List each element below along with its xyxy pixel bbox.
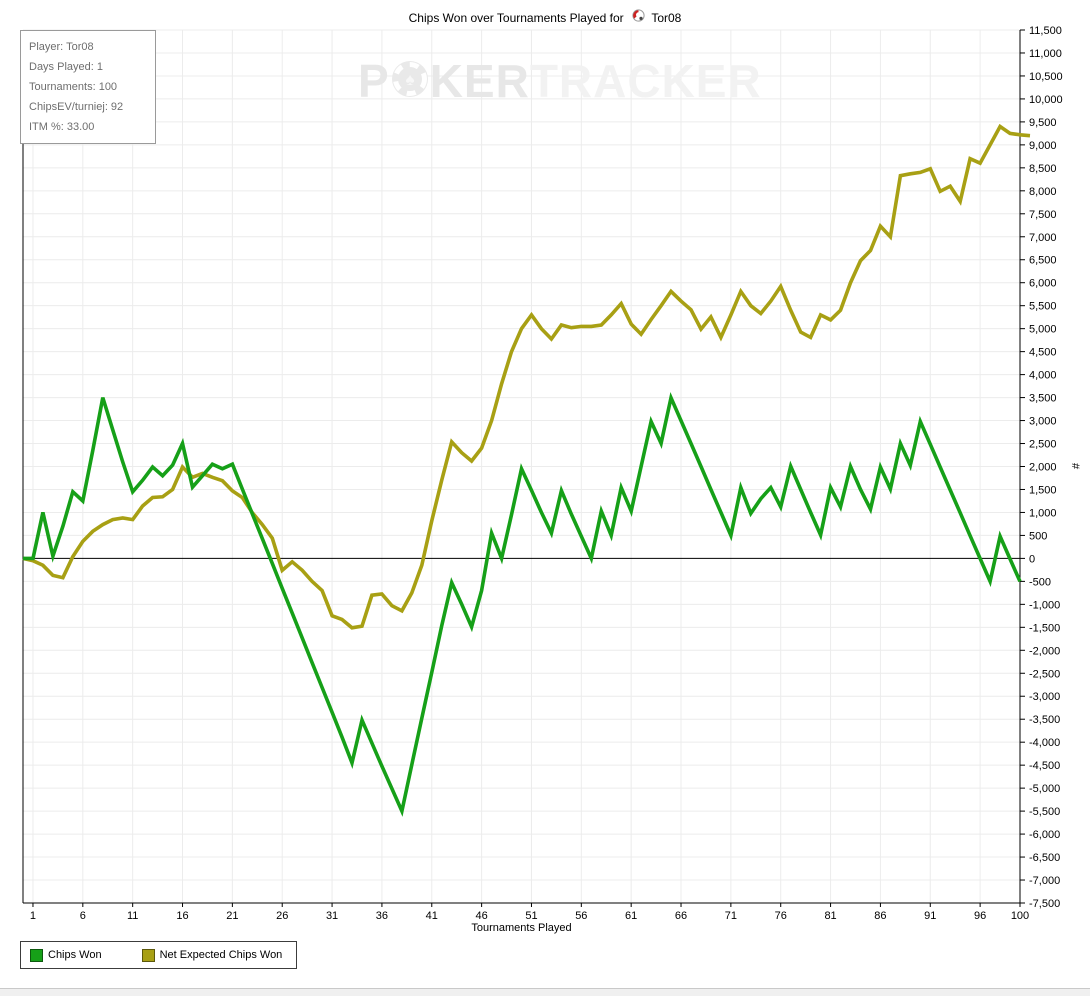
svg-text:11,500: 11,500	[1029, 25, 1062, 37]
series-line-chips-won	[23, 391, 1022, 817]
svg-text:41: 41	[426, 910, 438, 922]
svg-text:7,500: 7,500	[1029, 209, 1057, 221]
svg-text:4,000: 4,000	[1029, 370, 1057, 382]
svg-text:61: 61	[625, 910, 637, 922]
svg-text:5,000: 5,000	[1029, 324, 1057, 336]
svg-text:2,000: 2,000	[1029, 462, 1057, 474]
svg-text:86: 86	[874, 910, 886, 922]
svg-text:11: 11	[127, 910, 138, 922]
svg-text:-4,000: -4,000	[1029, 737, 1060, 749]
svg-text:36: 36	[376, 910, 388, 922]
svg-text:10,000: 10,000	[1029, 94, 1063, 106]
svg-text:66: 66	[675, 910, 687, 922]
legend-item-chips-won: Chips Won	[30, 948, 102, 962]
info-line-days-played: Days Played: 1	[29, 61, 103, 73]
info-line-player: Player: Tor08	[29, 41, 94, 53]
svg-text:1,000: 1,000	[1029, 507, 1057, 519]
svg-text:16: 16	[176, 910, 188, 922]
info-line-chips-ev: ChipsEV/turniej: 92	[29, 101, 124, 113]
svg-text:-7,500: -7,500	[1029, 898, 1060, 910]
chart-legend: Chips Won Net Expected Chips Won	[20, 941, 298, 969]
data-series	[22, 123, 1031, 817]
svg-text:2,500: 2,500	[1029, 439, 1057, 451]
svg-text:-1,500: -1,500	[1029, 622, 1060, 634]
svg-text:-2,000: -2,000	[1029, 645, 1060, 657]
svg-text:31: 31	[326, 910, 338, 922]
svg-text:-500: -500	[1029, 576, 1051, 588]
svg-text:51: 51	[525, 910, 537, 922]
svg-text:-4,500: -4,500	[1029, 760, 1060, 772]
svg-text:-5,500: -5,500	[1029, 806, 1060, 818]
series-line-net-expected-chips-won	[22, 123, 1031, 630]
chips-won-swatch-icon	[30, 948, 43, 962]
svg-text:-3,500: -3,500	[1029, 714, 1060, 726]
bottom-scrollbar[interactable]	[0, 988, 1090, 996]
svg-text:76: 76	[775, 910, 787, 922]
legend-item-net-expected: Net Expected Chips Won	[141, 948, 283, 962]
svg-text:96: 96	[974, 910, 986, 922]
svg-text:11,000: 11,000	[1029, 48, 1062, 60]
svg-text:9,500: 9,500	[1029, 117, 1057, 129]
svg-text:-3,000: -3,000	[1029, 691, 1060, 703]
net-expected-swatch-icon	[141, 948, 155, 962]
x-axis-title: Tournaments Played	[471, 922, 572, 934]
svg-text:4,500: 4,500	[1029, 347, 1057, 359]
svg-text:3,000: 3,000	[1029, 416, 1057, 428]
svg-text:8,000: 8,000	[1029, 186, 1057, 198]
svg-text:7,000: 7,000	[1029, 232, 1057, 244]
svg-text:81: 81	[824, 910, 836, 922]
svg-text:10,500: 10,500	[1029, 71, 1063, 83]
svg-text:100: 100	[1011, 910, 1029, 922]
axis-tick-labels: -7,500 -7,000 -6,500 -6,000 -5,500 -5,000 -4,5…	[30, 25, 1063, 922]
legend-label-net-expected: Net Expected Chips Won	[159, 949, 283, 961]
info-line-itm: ITM %: 33.00	[29, 121, 95, 133]
svg-text:71: 71	[725, 910, 737, 922]
chart-title-player: Tor08	[651, 11, 682, 25]
svg-text:6,000: 6,000	[1029, 278, 1057, 290]
svg-text:-7,000: -7,000	[1029, 875, 1060, 887]
svg-text:1,500: 1,500	[1029, 484, 1057, 496]
svg-text:6,500: 6,500	[1029, 255, 1057, 267]
svg-text:21: 21	[226, 910, 238, 922]
chart-title-text: Chips Won over Tournaments Played for	[408, 11, 624, 25]
svg-text:26: 26	[276, 910, 288, 922]
y-axis-title: #	[1069, 462, 1082, 470]
svg-text:8,500: 8,500	[1029, 163, 1057, 175]
svg-text:1: 1	[30, 910, 36, 922]
svg-text:91: 91	[924, 910, 936, 922]
svg-text:-2,500: -2,500	[1029, 668, 1060, 680]
svg-text:56: 56	[575, 910, 587, 922]
axes	[22, 29, 1025, 907]
svg-text:-6,000: -6,000	[1029, 829, 1060, 841]
svg-text:500: 500	[1029, 530, 1047, 542]
svg-text:9,000: 9,000	[1029, 140, 1057, 152]
legend-label-chips-won: Chips Won	[48, 949, 102, 961]
info-line-tournaments: Tournaments: 100	[29, 81, 118, 93]
chart-title: Chips Won over Tournaments Played for To…	[0, 9, 1090, 27]
svg-text:-5,000: -5,000	[1029, 783, 1060, 795]
player-icon	[632, 9, 645, 25]
svg-text:-6,500: -6,500	[1029, 852, 1060, 864]
player-info-box: Player: Tor08 Days Played: 1 Tournaments…	[20, 30, 156, 144]
svg-text:3,500: 3,500	[1029, 393, 1057, 405]
svg-text:0: 0	[1029, 553, 1035, 565]
svg-text:46: 46	[475, 910, 487, 922]
svg-text:5,500: 5,500	[1029, 301, 1057, 313]
svg-text:-1,000: -1,000	[1029, 599, 1060, 611]
svg-text:6: 6	[80, 910, 86, 922]
